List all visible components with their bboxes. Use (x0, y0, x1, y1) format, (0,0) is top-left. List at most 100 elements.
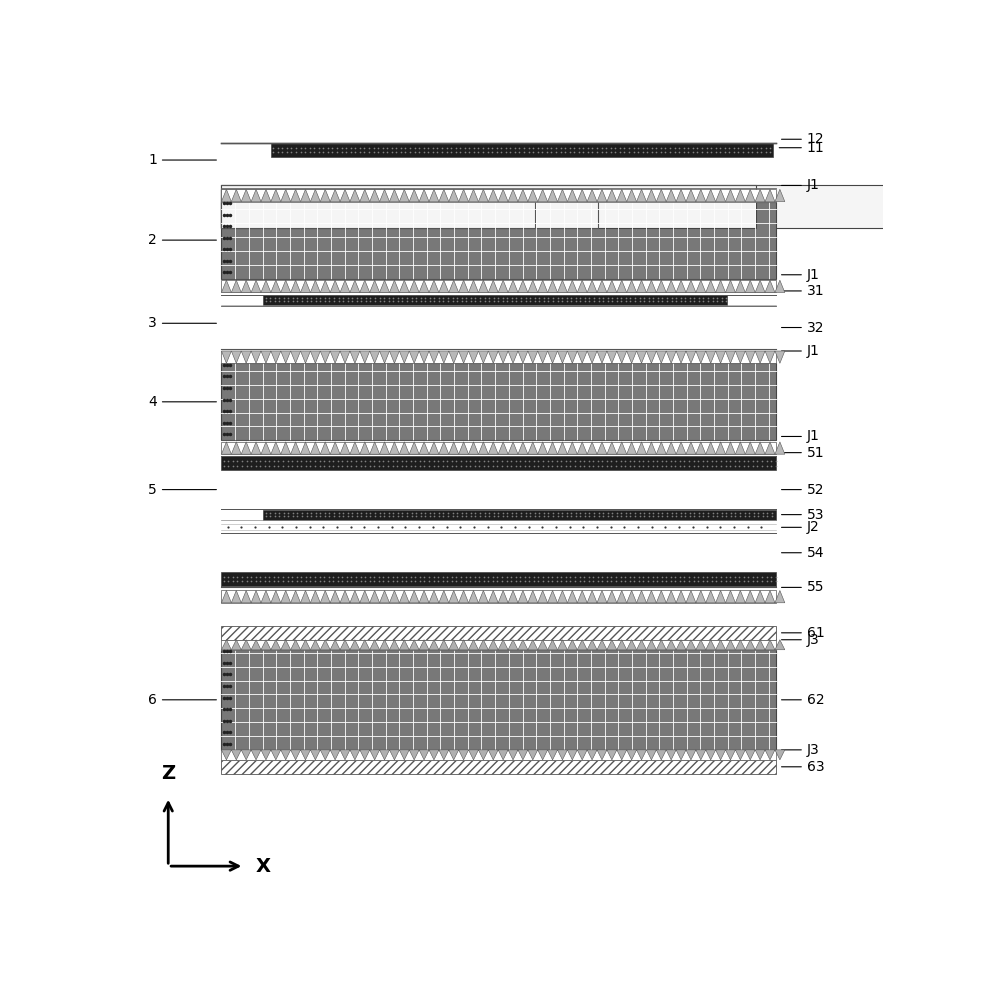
Polygon shape (676, 351, 686, 363)
Point (562, 140, 578, 156)
Point (626, 144, 642, 160)
Point (216, 573, 232, 589)
Point (736, 458, 751, 474)
Polygon shape (656, 189, 666, 202)
Point (475, 140, 490, 156)
Point (609, 290, 625, 306)
Polygon shape (705, 442, 716, 454)
Point (686, 573, 701, 589)
Point (298, 453, 314, 469)
Point (377, 290, 392, 306)
Point (394, 290, 410, 306)
Polygon shape (389, 189, 399, 202)
Point (682, 505, 697, 521)
Point (736, 453, 751, 469)
Point (714, 290, 730, 306)
Point (303, 293, 319, 309)
Point (299, 293, 315, 309)
Polygon shape (567, 442, 577, 454)
Point (482, 505, 497, 521)
Point (594, 144, 609, 160)
Point (653, 140, 669, 156)
Polygon shape (627, 640, 637, 650)
Point (326, 453, 341, 469)
Polygon shape (360, 750, 370, 760)
Polygon shape (360, 590, 370, 603)
Point (637, 505, 652, 521)
Polygon shape (409, 442, 419, 454)
Point (495, 508, 511, 524)
Point (276, 458, 291, 474)
Point (326, 569, 341, 585)
Polygon shape (489, 189, 498, 202)
Point (436, 505, 451, 521)
Polygon shape (588, 442, 597, 454)
Point (366, 144, 382, 160)
Point (673, 290, 689, 306)
Point (417, 293, 433, 309)
Polygon shape (518, 280, 528, 292)
Polygon shape (597, 640, 607, 650)
Polygon shape (340, 590, 350, 603)
Point (595, 508, 611, 524)
Point (417, 508, 433, 524)
Point (635, 140, 650, 156)
Polygon shape (567, 280, 577, 292)
Polygon shape (518, 351, 528, 363)
Point (576, 573, 592, 589)
Polygon shape (479, 189, 489, 202)
Point (517, 569, 533, 585)
Point (498, 453, 514, 469)
Point (357, 458, 373, 474)
Point (476, 573, 491, 589)
Point (402, 140, 418, 156)
Polygon shape (637, 640, 646, 650)
Point (339, 573, 355, 589)
Text: J3: J3 (782, 743, 819, 757)
Point (494, 573, 510, 589)
Polygon shape (479, 280, 489, 292)
Point (476, 453, 491, 469)
Point (749, 453, 765, 469)
Point (279, 140, 294, 156)
Point (627, 453, 643, 469)
Point (412, 453, 428, 469)
Point (495, 290, 511, 306)
Point (636, 458, 651, 474)
Polygon shape (310, 280, 321, 292)
Point (449, 293, 465, 309)
Point (653, 453, 669, 469)
Point (490, 573, 505, 589)
Point (408, 290, 424, 306)
Polygon shape (310, 351, 321, 363)
Point (243, 453, 259, 469)
Point (431, 569, 446, 585)
Polygon shape (775, 590, 785, 603)
Polygon shape (448, 442, 459, 454)
Point (498, 140, 514, 156)
Point (668, 505, 684, 521)
Point (641, 505, 656, 521)
Polygon shape (439, 590, 448, 603)
Point (388, 144, 404, 160)
Polygon shape (765, 189, 775, 202)
Point (339, 508, 355, 524)
Point (422, 505, 438, 521)
Polygon shape (518, 442, 528, 454)
Point (700, 505, 716, 521)
Point (439, 140, 454, 156)
Point (297, 144, 313, 160)
Point (587, 290, 602, 306)
Point (262, 505, 278, 521)
Polygon shape (547, 442, 557, 454)
Point (477, 508, 492, 524)
Point (257, 458, 273, 474)
Point (339, 293, 355, 309)
Point (632, 290, 647, 306)
Point (311, 144, 327, 160)
Point (681, 140, 697, 156)
Point (317, 293, 333, 309)
Point (422, 293, 438, 309)
Bar (222, 572, 777, 586)
Point (348, 573, 364, 589)
